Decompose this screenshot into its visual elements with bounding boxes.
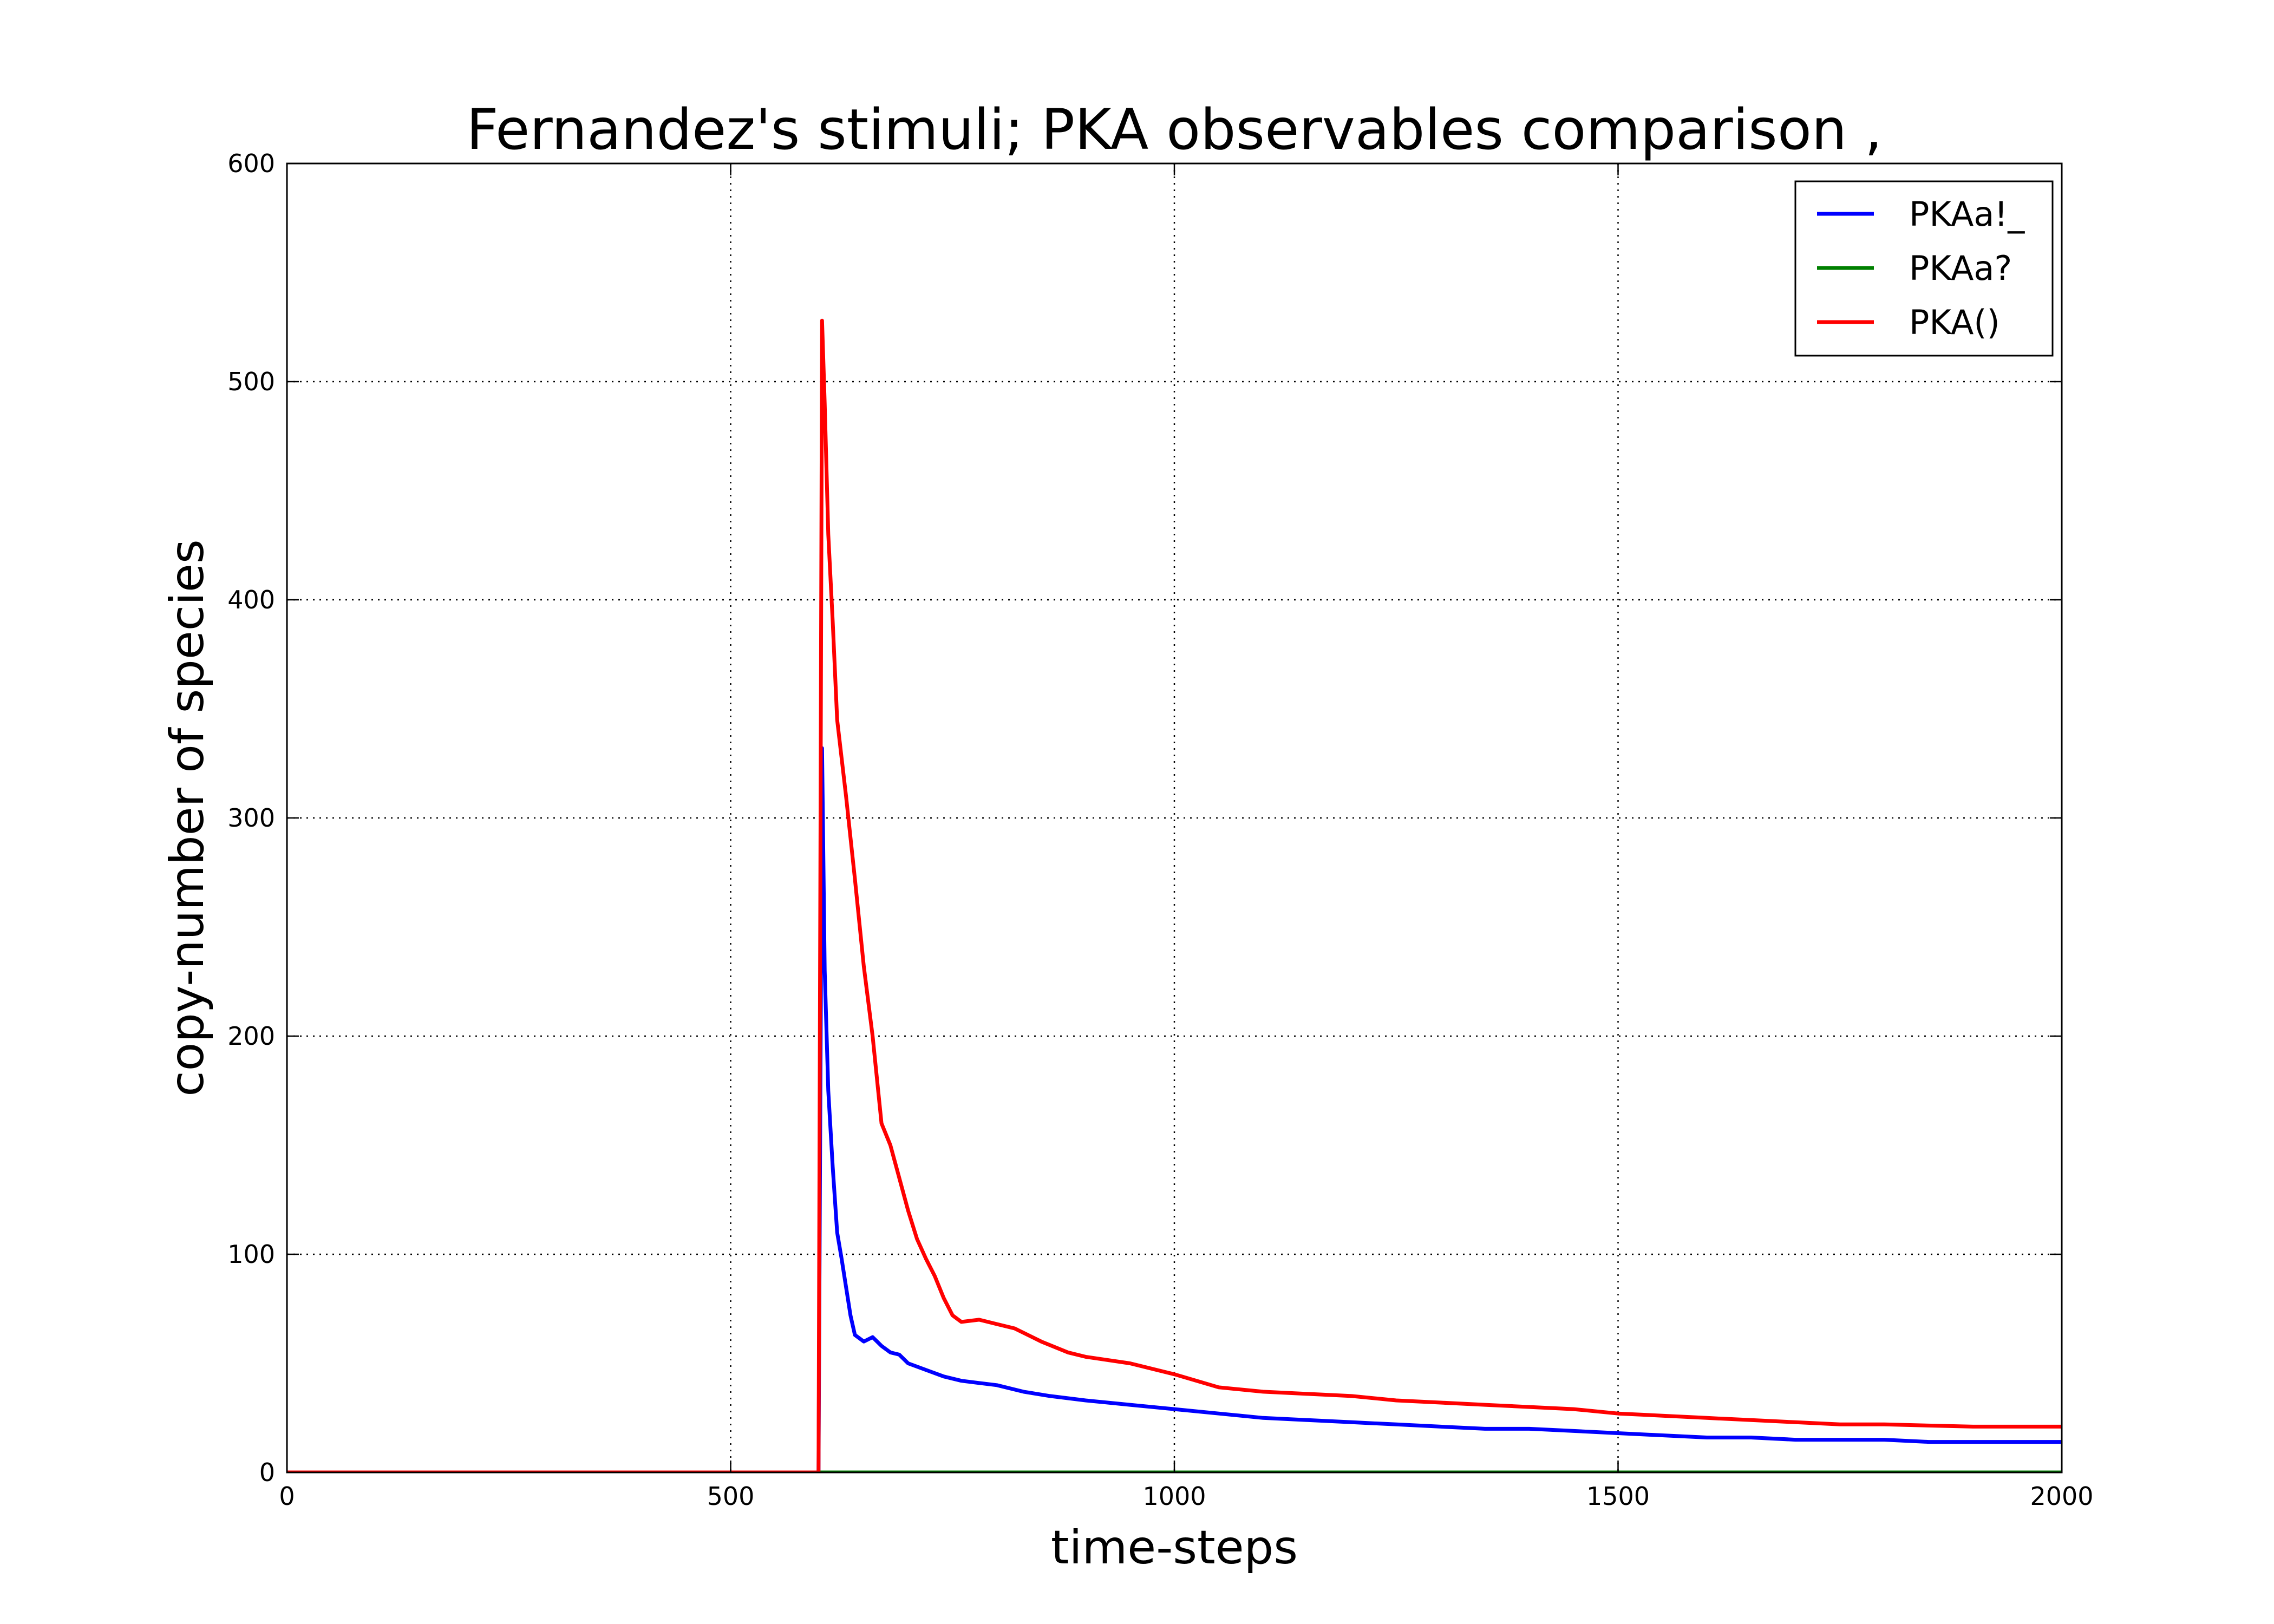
y-tick-label: 400	[227, 585, 275, 614]
series-layer	[287, 318, 2062, 1472]
x-tick-label: 500	[707, 1482, 755, 1511]
y-axis-label: copy-number of species	[160, 539, 214, 1096]
y-tick-label: 600	[227, 149, 275, 178]
series-line-pkaa	[287, 746, 2062, 1472]
x-axis-label: time-steps	[1051, 1521, 1298, 1575]
y-tick-label: 500	[227, 367, 275, 396]
gridlines	[286, 162, 2063, 1474]
x-tick-label: 1500	[1586, 1482, 1650, 1511]
legend-label: PKAa?	[1909, 248, 2012, 288]
y-tick-label: 300	[227, 803, 275, 833]
legend: PKAa!_ PKAa? PKA()	[1794, 180, 2054, 357]
y-tick-label: 200	[227, 1021, 275, 1051]
y-tick-label: 0	[259, 1458, 275, 1487]
ticks-layer: 0 500 1000 1500 2000 0 100 200 300 400 500 600	[227, 149, 2093, 1511]
y-tick-label: 100	[227, 1240, 275, 1269]
series-line-pka	[287, 318, 2062, 1472]
x-tick-label: 0	[279, 1482, 295, 1511]
chart-title: Fernandez's stimuli; PKA observables com…	[466, 97, 1882, 162]
legend-label: PKA()	[1909, 303, 2000, 342]
x-tick-label: 1000	[1142, 1482, 1206, 1511]
legend-label: PKAa!_	[1909, 194, 2025, 234]
x-tick-label: 2000	[2030, 1482, 2093, 1511]
